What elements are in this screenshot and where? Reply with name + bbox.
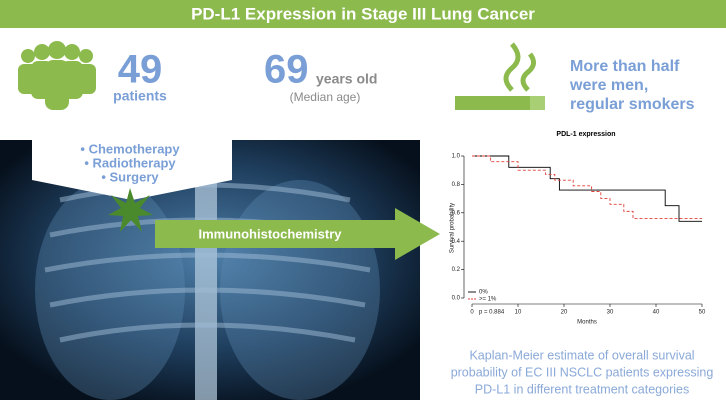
legend-label: >= 1% [479, 297, 497, 303]
title-bar [0, 0, 726, 28]
callout [32, 140, 232, 200]
age-unit: years old [316, 71, 377, 87]
arrow [155, 208, 440, 260]
y-tick-label: 0.8 [452, 182, 461, 188]
y-axis-label: Survival probability [450, 203, 456, 253]
x-tick-label: 50 [699, 310, 706, 316]
caption: Kaplan-Meier estimate of overall surviva… [451, 348, 714, 396]
treatment: • Chemotherapy [80, 141, 180, 156]
km-plot: PDL-1 expression Survival probability Mo… [450, 131, 706, 326]
y-tick-label: 0.0 [452, 296, 461, 302]
caption-line: Kaplan-Meier estimate of overall surviva… [469, 348, 694, 362]
x-tick-label: 40 [653, 310, 660, 316]
people-icon [18, 41, 96, 110]
cigarette-icon [455, 42, 545, 110]
patients-label: patients [113, 88, 167, 104]
x-tick-label: 20 [561, 310, 568, 316]
x-tick-label: 30 [607, 310, 614, 316]
legend-label: 0% [479, 290, 488, 296]
title: PD-L1 Expression in Stage III Lung Cance… [191, 4, 535, 23]
survival-curve [472, 155, 702, 222]
smokers-text: More than half were men, regular smokers [569, 58, 695, 113]
y-tick-label: 0.6 [452, 210, 461, 216]
y-tick-label: 1.0 [452, 154, 461, 160]
treatment: • Radiotherapy [84, 155, 176, 170]
smokers-line: were men, [569, 77, 648, 94]
caption-line: probability of EC III NSCLC patients exp… [451, 365, 714, 379]
survival-curve [472, 155, 702, 219]
x-tick-label: 0 [470, 310, 474, 316]
caption-line: PD-L1 in different treatment categories [475, 382, 689, 396]
y-tick-label: 0.4 [452, 239, 461, 245]
km-title: PDL-1 expression [556, 131, 615, 138]
smokers-line: regular smokers [570, 96, 695, 113]
treatment: • Surgery [101, 169, 159, 184]
y-tick-label: 0.2 [452, 267, 461, 273]
smokers-line: More than half [570, 58, 680, 75]
star [108, 188, 153, 232]
x-tick-label: 10 [515, 310, 522, 316]
patients-number: 49 [118, 48, 163, 92]
age-note: (Median age) [290, 90, 361, 104]
p-value: p = 0.884 [479, 310, 505, 316]
treatments: • Chemotherapy • Radiotherapy • Surgery [80, 141, 180, 184]
age-number: 69 [264, 48, 309, 92]
arrow-label: Immunohistochemistry [198, 226, 342, 241]
x-axis-label: Months [577, 320, 597, 326]
